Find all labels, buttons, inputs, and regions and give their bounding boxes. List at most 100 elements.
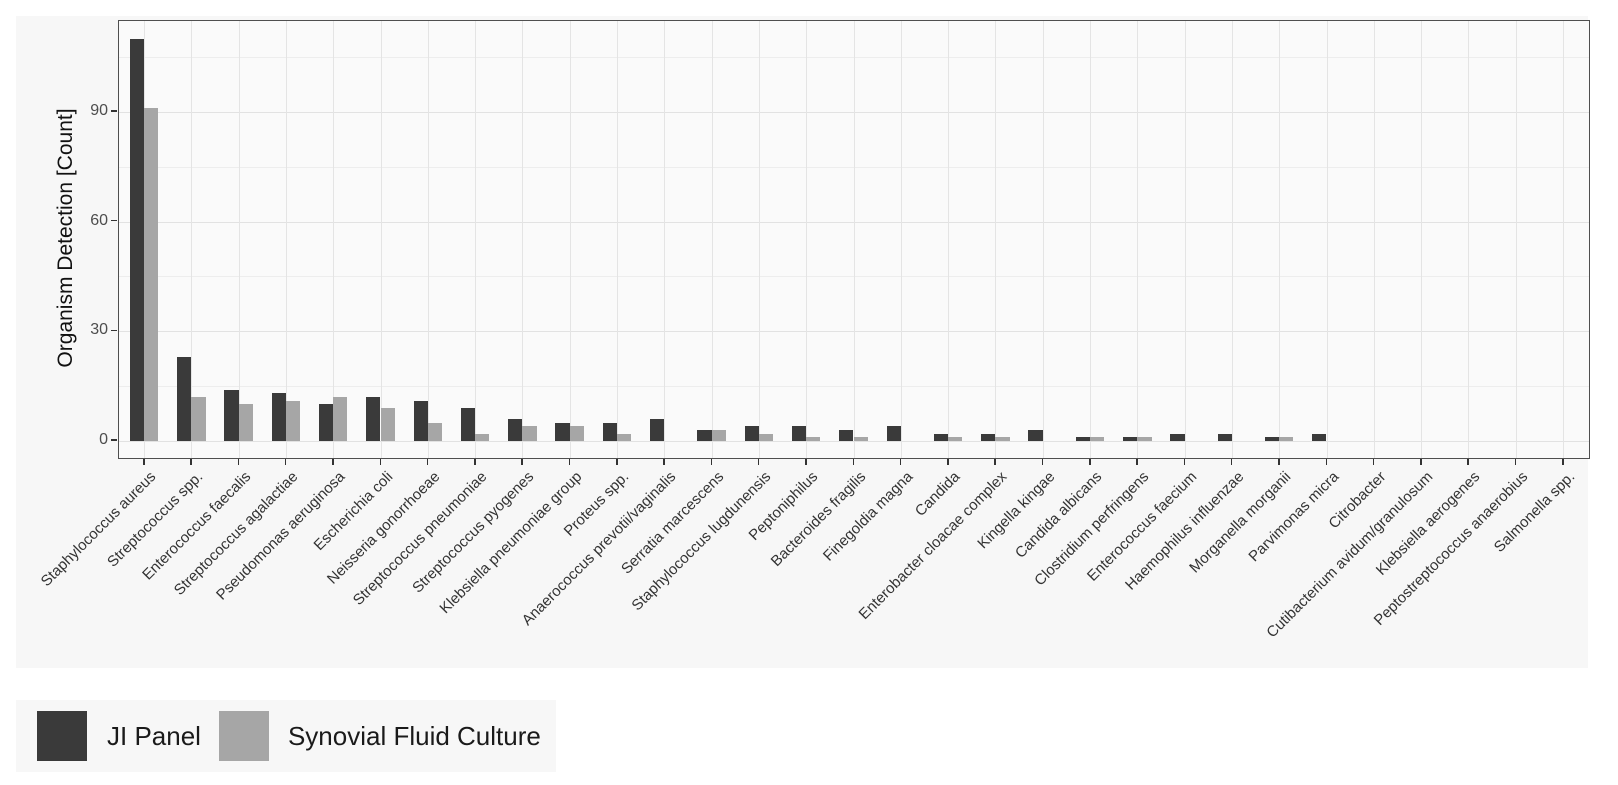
bar-synovial-fluid-culture	[427, 422, 443, 441]
bar-synovial-fluid-culture	[806, 437, 821, 441]
gridline-x	[1231, 21, 1233, 458]
x-tick-mark	[568, 459, 571, 465]
bar-synovial-fluid-culture	[285, 400, 301, 441]
y-tick-mark	[111, 110, 117, 112]
bar-ji-panel	[1123, 437, 1138, 441]
gridline-x	[238, 21, 240, 458]
gridline-x	[711, 21, 713, 458]
bar-ji-panel	[1075, 437, 1090, 441]
gridline-x	[1279, 21, 1281, 458]
gridline-x	[1090, 21, 1091, 458]
y-tick-label: 0	[99, 431, 108, 448]
bar-synovial-fluid-culture	[238, 404, 253, 441]
x-tick-mark	[521, 459, 523, 465]
gridline-x	[664, 21, 666, 458]
x-tick-mark	[474, 459, 476, 465]
bar-ji-panel	[886, 426, 901, 441]
bar-synovial-fluid-culture	[333, 397, 348, 441]
x-tick-mark	[426, 459, 429, 465]
gridline-x	[995, 21, 997, 458]
x-tick-mark	[332, 459, 334, 465]
gridline-x	[806, 21, 808, 458]
bar-ji-panel	[224, 389, 239, 441]
bar-ji-panel	[933, 433, 949, 441]
bar-ji-panel	[508, 419, 523, 441]
gridline-x	[1421, 21, 1423, 458]
y-tick-label: 60	[90, 211, 108, 229]
x-tick-mark	[379, 459, 381, 465]
gridline-x	[1468, 21, 1470, 458]
gridline-x	[1515, 21, 1517, 458]
bar-synovial-fluid-culture	[522, 426, 537, 441]
bar-synovial-fluid-culture	[1137, 437, 1152, 441]
gridline-x	[333, 21, 335, 458]
x-tick-mark	[1278, 459, 1280, 465]
bar-synovial-fluid-culture	[853, 437, 868, 441]
legend-swatch-ji-panel	[37, 711, 87, 761]
y-tick-label: 90	[90, 101, 108, 119]
legend-label-ji-panel: JI Panel	[107, 720, 201, 751]
x-tick-mark	[284, 459, 287, 465]
x-tick-mark	[805, 459, 807, 465]
bar-ji-panel	[697, 430, 712, 441]
bar-ji-panel	[981, 433, 996, 441]
x-tick-mark	[994, 459, 996, 465]
bar-synovial-fluid-culture	[569, 426, 584, 441]
bar-ji-panel	[650, 419, 665, 441]
gridline-x	[427, 21, 429, 458]
bar-ji-panel	[1170, 433, 1185, 441]
legend-swatch-synovial-fluid-culture	[218, 711, 269, 761]
gridline-x	[1042, 21, 1044, 458]
bar-ji-panel	[271, 393, 286, 441]
gridline-x	[475, 21, 477, 458]
gridline-x	[191, 21, 193, 458]
bar-ji-panel	[1028, 430, 1043, 441]
bar-synovial-fluid-culture	[995, 437, 1010, 441]
gridline-x	[1184, 21, 1186, 458]
bar-synovial-fluid-culture	[380, 408, 395, 441]
x-tick-mark	[190, 459, 192, 465]
gridline-x	[758, 21, 760, 458]
bar-synovial-fluid-culture	[758, 433, 774, 441]
bar-ji-panel	[177, 356, 192, 441]
x-tick-mark	[1514, 459, 1517, 465]
gridline-x	[1137, 21, 1139, 458]
bar-ji-panel	[129, 38, 144, 441]
x-tick-mark	[852, 459, 854, 465]
gridline-x	[900, 21, 902, 458]
bar-ji-panel	[460, 408, 476, 441]
legend-label-synovial-fluid-culture: Synovial Fluid Culture	[287, 720, 541, 751]
bar-synovial-fluid-culture	[948, 437, 963, 441]
gridline-x	[1326, 21, 1328, 458]
gridline-x	[1563, 21, 1564, 458]
bar-ji-panel	[413, 400, 428, 441]
x-tick-mark	[237, 459, 240, 465]
x-tick-mark	[899, 459, 902, 465]
bar-ji-panel	[555, 422, 570, 441]
plot-panel	[118, 20, 1590, 459]
gridline-x	[1373, 21, 1375, 458]
bar-ji-panel	[366, 397, 381, 441]
x-tick-mark	[143, 459, 145, 465]
x-tick-mark	[663, 459, 665, 465]
gridline-x	[569, 21, 571, 458]
x-tick-mark	[1230, 459, 1233, 465]
y-tick-mark	[111, 439, 117, 441]
x-tick-mark	[1325, 459, 1327, 465]
bar-ji-panel	[1312, 433, 1327, 441]
bar-ji-panel	[318, 404, 334, 441]
bar-ji-panel	[744, 426, 759, 441]
gridline-x	[522, 21, 524, 458]
x-tick-mark	[1372, 459, 1375, 465]
gridline-x	[380, 21, 382, 458]
bar-synovial-fluid-culture	[1090, 437, 1105, 441]
bar-ji-panel	[1217, 433, 1232, 441]
x-tick-mark	[616, 459, 618, 465]
bar-synovial-fluid-culture	[144, 108, 159, 441]
gridline-x	[853, 21, 855, 458]
bar-synovial-fluid-culture	[711, 430, 726, 441]
x-tick-mark	[757, 459, 760, 465]
bar-ji-panel	[1264, 437, 1280, 441]
y-tick-label: 30	[90, 321, 108, 339]
